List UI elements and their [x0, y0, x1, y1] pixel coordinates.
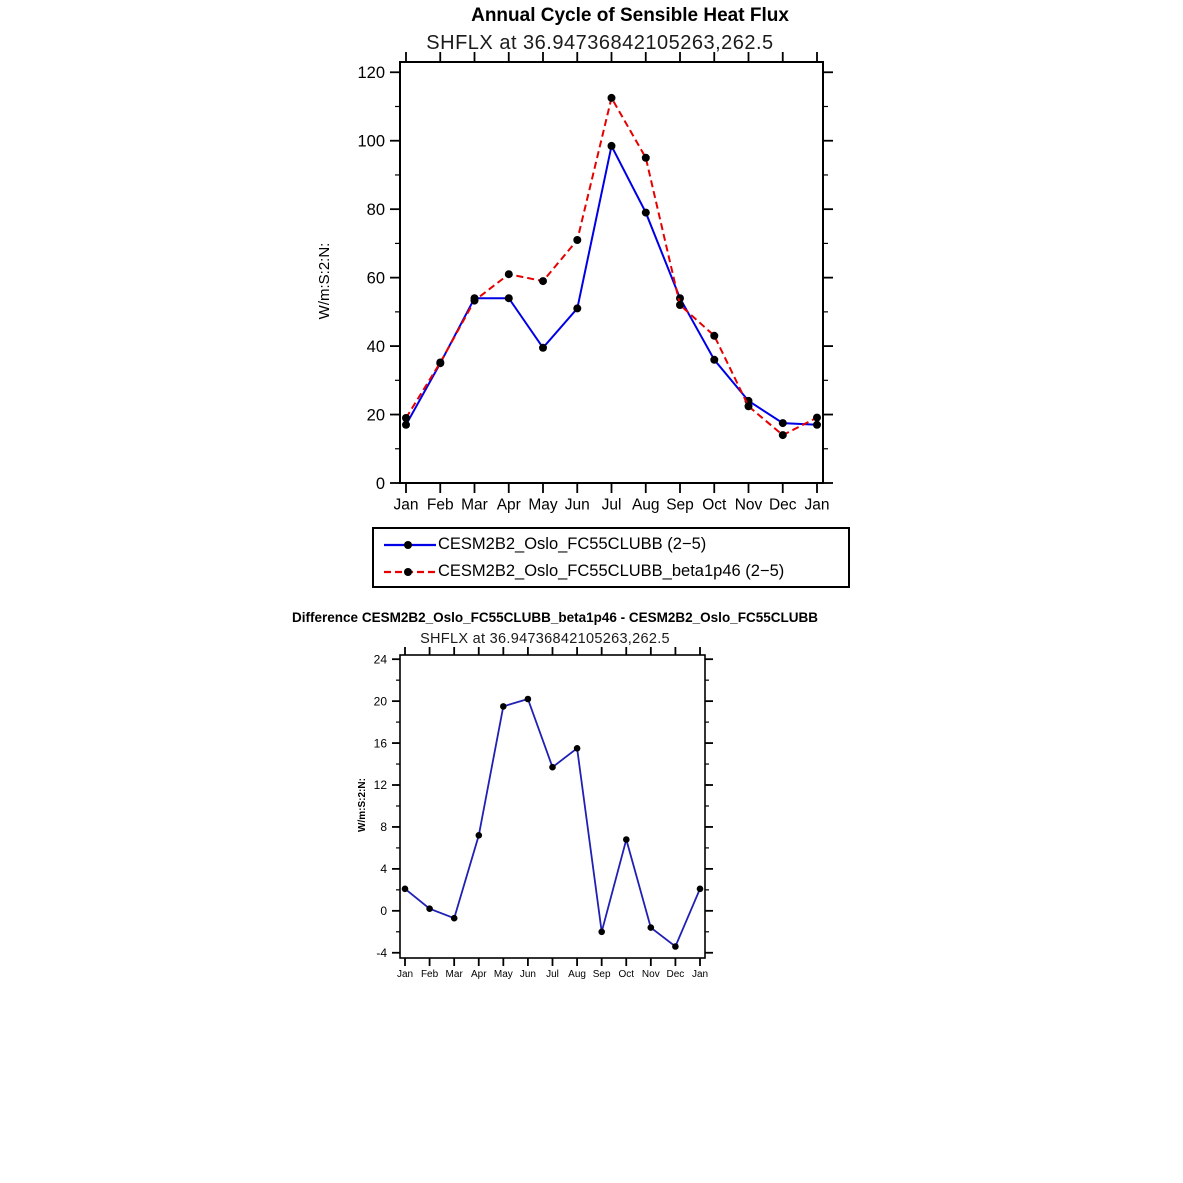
top-chart-title: Annual Cycle of Sensible Heat Flux [471, 5, 789, 26]
legend-row-model2: CESM2B2_Oslo_FC55CLUBB_beta1p46 (2−5) [382, 558, 848, 585]
svg-text:Feb: Feb [421, 969, 439, 980]
svg-text:Jun: Jun [520, 969, 536, 980]
svg-text:Oct: Oct [618, 969, 634, 980]
svg-text:24: 24 [374, 652, 388, 666]
svg-text:Sep: Sep [593, 969, 611, 980]
svg-text:Oct: Oct [702, 497, 727, 514]
svg-text:Dec: Dec [667, 969, 685, 980]
legend-line-sample-solid-icon [384, 540, 436, 549]
svg-text:20: 20 [367, 406, 385, 424]
svg-text:Jan: Jan [397, 969, 413, 980]
svg-text:Dec: Dec [769, 497, 797, 514]
annual-cycle-plot: 0 20 40 60 80 100 120 Jan Feb Mar Apr May Jun Jul Aug S… [357, 52, 833, 514]
legend-label-model1: CESM2B2_Oslo_FC55CLUBB (2−5) [438, 535, 707, 553]
svg-text:0: 0 [380, 904, 387, 918]
top-chart-subtitle: SHFLX at 36.94736842105263,262.5 [426, 32, 774, 54]
legend-line-sample-dashed-icon [384, 567, 436, 576]
svg-text:Jan: Jan [394, 497, 419, 514]
svg-text:Sep: Sep [666, 497, 694, 514]
svg-text:Nov: Nov [735, 497, 763, 514]
diff-chart-title: Difference CESM2B2_Oslo_FC55CLUBB_beta1p… [292, 610, 818, 625]
svg-text:100: 100 [357, 132, 385, 150]
svg-text:40: 40 [367, 338, 385, 356]
svg-text:Feb: Feb [427, 497, 454, 514]
svg-text:May: May [494, 969, 513, 980]
svg-text:Apr: Apr [471, 969, 487, 980]
svg-text:Jul: Jul [546, 969, 559, 980]
svg-text:Jul: Jul [602, 497, 622, 514]
legend-row-model1: CESM2B2_Oslo_FC55CLUBB (2−5) [382, 531, 848, 558]
svg-text:0: 0 [376, 475, 385, 493]
svg-text:Aug: Aug [568, 969, 586, 980]
svg-text:Jan: Jan [805, 497, 830, 514]
svg-text:8: 8 [380, 820, 387, 834]
svg-text:4: 4 [380, 862, 387, 876]
svg-text:Mar: Mar [446, 969, 464, 980]
svg-text:12: 12 [374, 778, 388, 792]
svg-text:Jan: Jan [692, 969, 708, 980]
svg-text:Nov: Nov [642, 969, 660, 980]
svg-text:May: May [528, 497, 558, 514]
svg-text:-4: -4 [376, 946, 387, 960]
svg-text:60: 60 [367, 269, 385, 287]
svg-text:20: 20 [374, 694, 388, 708]
legend-box: CESM2B2_Oslo_FC55CLUBB (2−5) CESM2B2_Osl… [372, 527, 850, 588]
svg-text:16: 16 [374, 736, 388, 750]
svg-text:Apr: Apr [497, 497, 521, 514]
svg-text:Jun: Jun [565, 497, 590, 514]
difference-plot: -4 0 4 8 12 16 20 24 Jan Feb Mar Apr May Jun Jul Aug Sep… [374, 647, 713, 980]
svg-text:Mar: Mar [461, 497, 488, 514]
diff-chart-subtitle: SHFLX at 36.94736842105263,262.5 [420, 631, 670, 647]
svg-text:120: 120 [357, 64, 385, 82]
svg-text:Aug: Aug [632, 497, 660, 514]
legend-label-model2: CESM2B2_Oslo_FC55CLUBB_beta1p46 (2−5) [438, 562, 785, 580]
svg-text:80: 80 [367, 201, 385, 219]
